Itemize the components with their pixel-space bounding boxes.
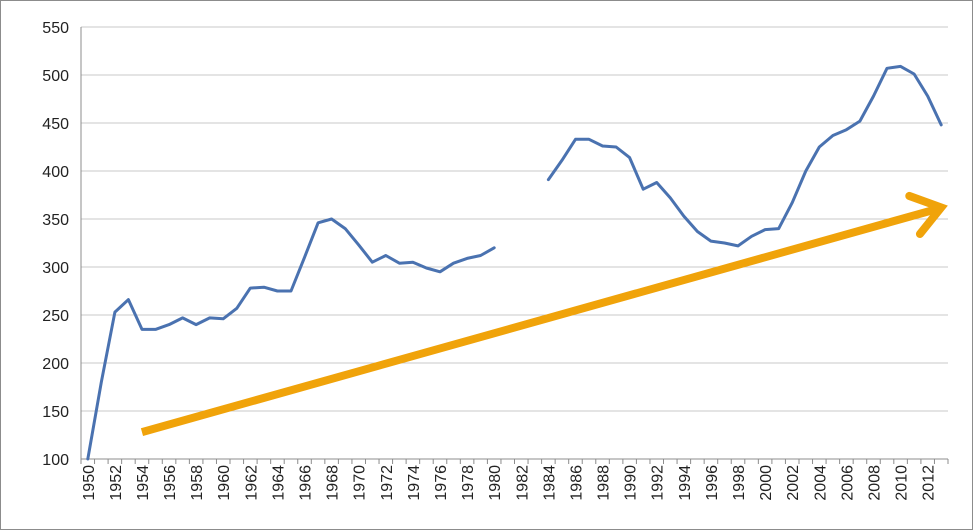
trend-arrow-shaft — [140, 205, 937, 436]
x-tick-label: 1992 — [650, 465, 667, 501]
x-axis-tick-labels: 1950 1952 1954 1956 1958 1960 1962 1964 1966 1968… — [81, 465, 938, 501]
y-tick-label: 500 — [42, 68, 69, 85]
x-tick-label: 1974 — [406, 465, 423, 501]
x-tick-label: 1952 — [108, 465, 125, 501]
y-tick-label: 250 — [42, 308, 69, 325]
x-tick-label: 2006 — [839, 465, 856, 501]
x-tick-label: 1976 — [433, 465, 450, 501]
x-tick-label: 1956 — [162, 465, 179, 501]
x-tick-label: 1958 — [189, 465, 206, 501]
x-tick-label: 1954 — [135, 465, 152, 501]
x-tick-label: 1978 — [460, 465, 477, 501]
x-tick-label: 1964 — [270, 465, 287, 501]
x-tick-label: 1984 — [541, 465, 558, 501]
y-tick-label: 550 — [42, 20, 69, 37]
y-tick-label: 450 — [42, 116, 69, 133]
x-tick-label: 2002 — [785, 465, 802, 501]
x-tick-label: 1986 — [568, 465, 585, 501]
x-tick-label: 1960 — [216, 465, 233, 501]
axes — [80, 27, 949, 464]
x-tick-label: 1980 — [487, 465, 504, 501]
x-tick-label: 1998 — [731, 465, 748, 501]
y-tick-label: 200 — [42, 356, 69, 373]
gridlines — [81, 26, 948, 412]
x-tick-label: 2010 — [894, 465, 911, 501]
data-series — [86, 64, 943, 461]
series-line-segment-2 — [546, 64, 943, 248]
x-tick-label: 1994 — [677, 465, 694, 501]
y-axis-tick-labels: 100 150 200 250 300 350 400 450 500 550 — [42, 20, 69, 469]
x-tick-label: 2000 — [758, 465, 775, 501]
x-tick-label: 1990 — [623, 465, 640, 501]
annotations — [140, 191, 948, 436]
x-tick-label: 1970 — [352, 465, 369, 501]
x-tick-label: 1972 — [379, 465, 396, 501]
x-tick-label: 1966 — [298, 465, 315, 501]
x-tick-label: 2012 — [921, 465, 938, 501]
x-tick-label: 2004 — [812, 465, 829, 501]
y-tick-label: 350 — [42, 212, 69, 229]
x-tick-label: 1988 — [596, 465, 613, 501]
trend-arrow-head — [905, 191, 948, 238]
x-tick-label: 1950 — [81, 465, 98, 501]
x-tick-label: 2008 — [866, 465, 883, 501]
y-tick-label: 300 — [42, 260, 69, 277]
y-tick-label: 400 — [42, 164, 69, 181]
y-tick-label: 150 — [42, 404, 69, 421]
y-tick-label: 100 — [42, 452, 69, 469]
x-tick-label: 1968 — [325, 465, 342, 501]
x-tick-label: 1962 — [243, 465, 260, 501]
x-tick-label: 1996 — [704, 465, 721, 501]
series-line-segment-1 — [86, 217, 496, 461]
x-tick-label: 1982 — [514, 465, 531, 501]
